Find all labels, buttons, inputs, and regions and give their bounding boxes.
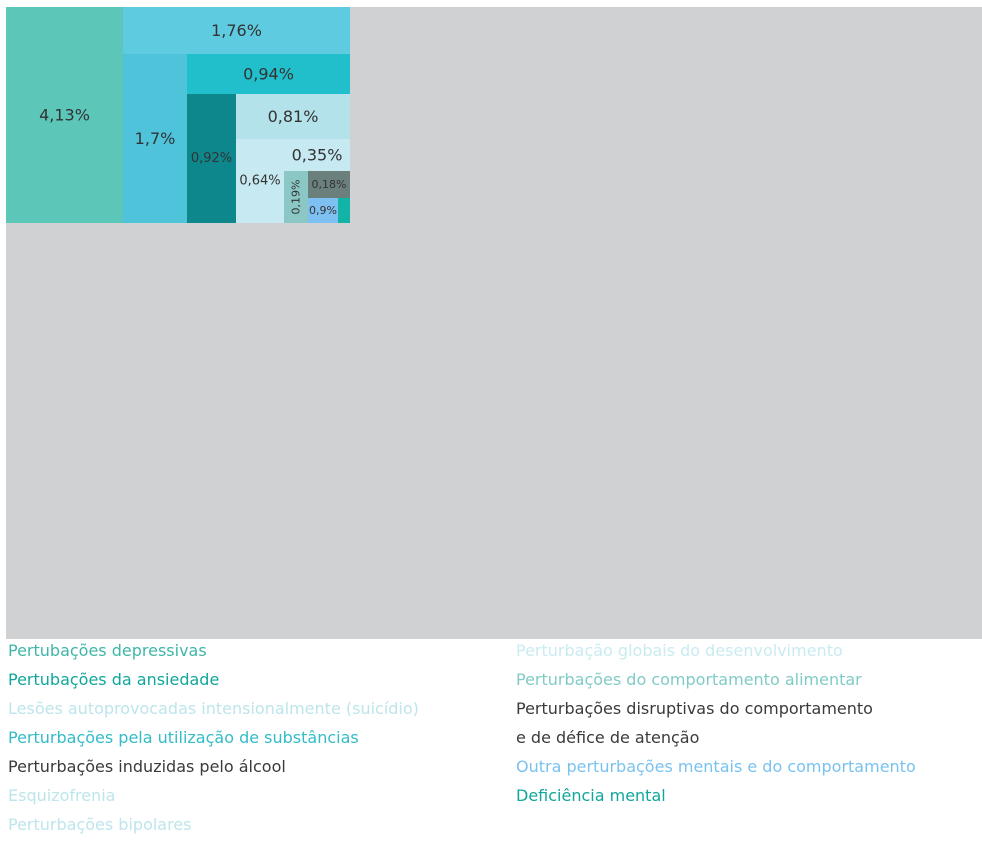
legend-item: Deficiência mental [516,781,916,810]
legend-item-label: Esquizofrenia [8,786,116,805]
legend-item-label: Lesões autoprovocadas intensionalmente (… [8,699,419,718]
legend-item-label: Deficiência mental [516,786,666,805]
legend-item: Pertubações depressivas [8,636,419,665]
treemap-tile-label: 0,92% [191,151,232,166]
treemap-tile [123,54,187,223]
legend-item: Pertubações da ansiedade [8,665,419,694]
legend-item-label: Perturbações induzidas pelo álcool [8,757,286,776]
legend-item-label: Pertubações depressivas [8,641,207,660]
legend-item: Perturbações disruptivas do comportament… [516,694,916,752]
treemap-tile-label: 4,13% [39,106,90,125]
treemap-tile [284,139,350,171]
legend-item-label: Perturbações bipolares [8,815,192,834]
treemap-tile-label: 1,7% [135,129,176,148]
treemap-tile [284,171,308,223]
legend-item-label: Perturbações do comportamento alimentar [516,670,862,689]
treemap-tile-label: 0,18% [312,178,347,191]
treemap-tile [236,94,350,139]
legend-item-label: Perturbação globais do desenvolvimento [516,641,843,660]
treemap-tile-label: 1,76% [211,21,262,40]
legend-item-label: Perturbações disruptivas do comportament… [516,699,873,718]
legend-item: Perturbação globais do desenvolvimento [516,636,916,665]
treemap-tile [187,94,236,223]
treemap-tile [338,198,350,223]
treemap-tile-label: 0,64% [239,174,280,189]
treemap-tile-label: 0,35% [292,146,343,165]
legend-item: Perturbações bipolares [8,810,419,839]
legend-item: Outra perturbações mentais e do comporta… [516,752,916,781]
legend-left-column: Pertubações depressivas Pertubações da an… [8,636,419,839]
treemap-tile [308,198,338,223]
treemap-tile-label: 0,9% [309,204,337,217]
treemap-tiles: 4,13% 1,76% 1,7% 0,94% 0,92% 0,81% 0,64% 0,35% 0… [6,7,350,223]
treemap-tile-label: 0,94% [243,65,294,84]
treemap-tile [6,7,123,223]
legend-item: Perturbações induzidas pelo álcool [8,752,419,781]
treemap-tile [236,139,284,223]
legend-item: Perturbações do comportamento alimentar [516,665,916,694]
legend-item-label: Pertubações da ansiedade [8,670,220,689]
legend-item: Perturbações pela utilização de substânc… [8,723,419,752]
legend-item: Lesões autoprovocadas intensionalmente (… [8,694,419,723]
legend-item: Esquizofrenia [8,781,419,810]
treemap-tile-label: 0,81% [268,107,319,126]
treemap-tile [187,54,350,94]
treemap-tile [308,171,350,198]
legend-item-label: e de défice de atenção [516,728,700,747]
treemap-tile [123,7,350,54]
legend-right-column: Perturbação globais do desenvolvimento Pe… [516,636,916,810]
treemap-chart: 4,13% 1,76% 1,7% 0,94% 0,92% 0,81% 0,64% 0,35% 0… [6,7,982,639]
legend-item-label: Perturbações pela utilização de substânc… [8,728,359,747]
treemap-tile-label: 0,19% [290,180,303,215]
legend-item-label: Outra perturbações mentais e do comporta… [516,757,916,776]
